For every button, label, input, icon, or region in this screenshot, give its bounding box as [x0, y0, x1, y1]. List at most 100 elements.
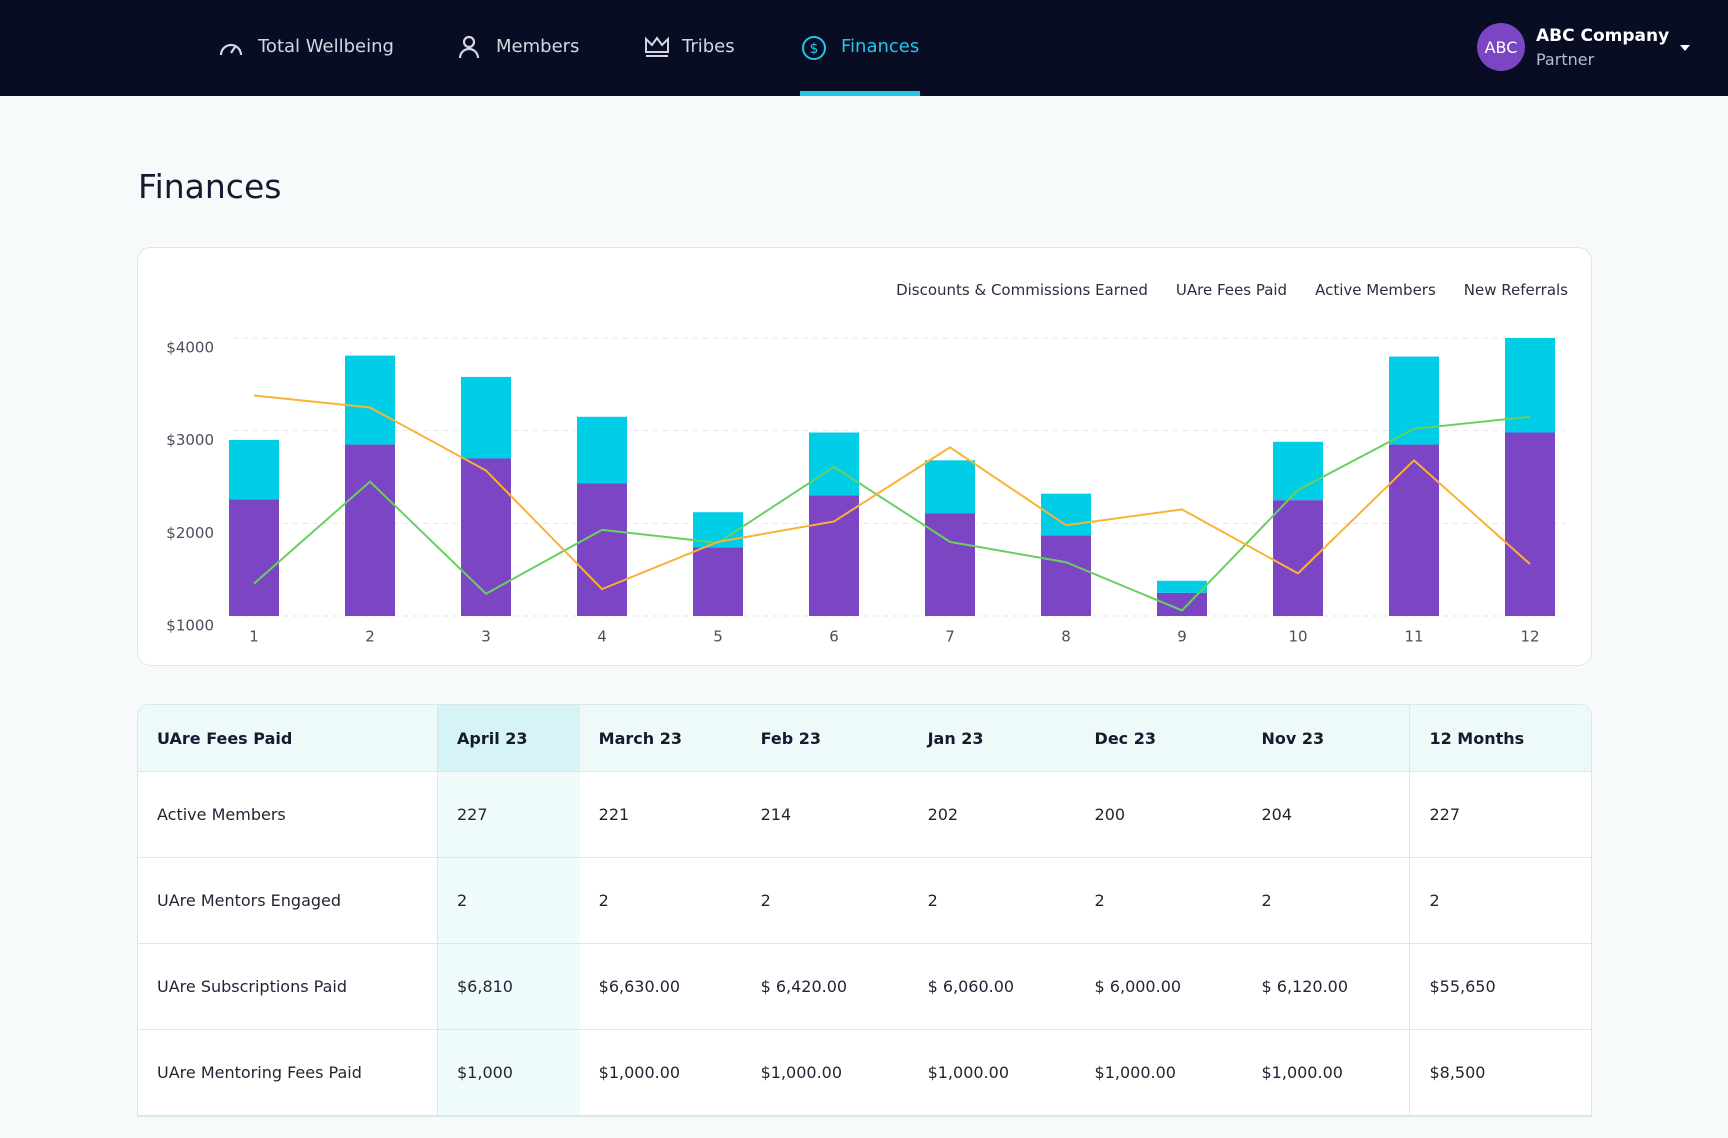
- profile-name: ABC Company: [1536, 26, 1670, 46]
- line-series: [253, 394, 1531, 591]
- table-cell: $ 6,060.00: [908, 944, 1076, 1030]
- bar-segment: [1505, 432, 1555, 616]
- x-tick-label: 2: [365, 628, 375, 646]
- column-header: Nov 23: [1242, 705, 1410, 772]
- nav-item[interactable]: Finances: [841, 36, 920, 57]
- bar-segment: [693, 547, 743, 616]
- table-cell: Active Members: [138, 772, 438, 858]
- legend-label: Active Members: [1315, 281, 1436, 299]
- finance-table: UAre Fees Paid April 23 March 23 Feb 23 Jan …: [137, 704, 1592, 1117]
- x-tick-label: 7: [945, 628, 955, 646]
- legend: Discounts & Commissions Earned UAre Fees …: [896, 281, 1568, 299]
- table-cell: $8,500: [1409, 1030, 1591, 1116]
- bar-segment: [577, 483, 627, 616]
- chart-card: $1000 $2000 $3000 $4000 1 2 3 4 5 6 7 8 9 10 11 12 Disc…: [137, 247, 1592, 666]
- icon-user: [458, 35, 480, 59]
- column-header: March 23: [579, 705, 742, 772]
- svg-text:$: $: [810, 41, 819, 57]
- bar-segment: [345, 444, 395, 616]
- table-cell: 2: [579, 858, 742, 944]
- table-cell: $1,000.00: [908, 1030, 1076, 1116]
- table-cell: 2: [438, 858, 580, 944]
- table-cell: UAre Mentors Engaged: [138, 858, 438, 944]
- bar-segment: [809, 432, 859, 496]
- bar-segment: [229, 439, 279, 500]
- table-cell: $1,000.00: [1075, 1030, 1243, 1116]
- y-tick-label: $2000: [166, 524, 214, 542]
- bar-segment: [577, 416, 627, 484]
- active-indicator: [800, 91, 920, 96]
- nav-item[interactable]: Members: [496, 36, 580, 57]
- bar-segment: [809, 495, 859, 616]
- bar-segment: [1041, 535, 1091, 616]
- table-cell: 227: [1409, 772, 1591, 858]
- bar-segment: [1389, 356, 1439, 445]
- x-tick-label: 3: [481, 628, 491, 646]
- bar-segment: [925, 460, 975, 514]
- column-header: Feb 23: [741, 705, 909, 772]
- legend-item: Discounts & Commissions Earned: [896, 281, 1148, 299]
- table-cell: 214: [741, 772, 909, 858]
- table-cell: 2: [1409, 858, 1591, 944]
- bar-segment: [461, 376, 511, 459]
- legend-label: Discounts & Commissions Earned: [896, 281, 1148, 299]
- column-header: UAre Fees Paid: [138, 705, 438, 772]
- x-tick-label: 5: [713, 628, 723, 646]
- dropdown-caret[interactable]: [1679, 44, 1691, 52]
- nav-item[interactable]: Tribes: [682, 36, 735, 57]
- table-cell: UAre Subscriptions Paid: [138, 944, 438, 1030]
- column-header: Dec 23: [1075, 705, 1243, 772]
- table-cell: $1,000.00: [1242, 1030, 1410, 1116]
- bar-segment: [345, 355, 395, 445]
- column-header: 12 Months: [1409, 705, 1591, 772]
- x-tick-label: 1: [249, 628, 259, 646]
- table-cell: $1,000.00: [579, 1030, 742, 1116]
- table-cell: 204: [1242, 772, 1410, 858]
- table-cell: $ 6,120.00: [1242, 944, 1410, 1030]
- table-cell: $1,000: [438, 1030, 580, 1116]
- icon-gauge: [219, 43, 243, 56]
- table-cell: 227: [438, 772, 580, 858]
- x-tick-label: 6: [829, 628, 839, 646]
- table-row: UAre Mentors Engaged 2 2 2 2 2 2 2: [138, 858, 1591, 944]
- table-cell: 2: [1075, 858, 1243, 944]
- icon-dollar: $: [802, 36, 826, 60]
- table-cell: 2: [908, 858, 1076, 944]
- table-cell: 2: [741, 858, 909, 944]
- bar-segment: [461, 458, 511, 616]
- nav-bar: Total Wellbeing Members Tribes $ Finance…: [0, 0, 1728, 96]
- y-tick-label: $4000: [166, 339, 214, 357]
- avatar[interactable]: ABC: [1477, 23, 1525, 71]
- header-row: UAre Fees Paid April 23 March 23 Feb 23 Jan …: [138, 705, 1591, 772]
- table-cell: $6,810: [438, 944, 580, 1030]
- table-cell: $ 6,420.00: [741, 944, 909, 1030]
- legend-label: UAre Fees Paid: [1175, 281, 1288, 299]
- table-cell: $55,650: [1409, 944, 1591, 1030]
- profile-role: Partner: [1536, 50, 1595, 69]
- table-row: UAre Mentoring Fees Paid $1,000 $1,000.00 $…: [138, 1030, 1591, 1116]
- bar-segment: [1157, 592, 1207, 616]
- x-tick-label: 9: [1177, 628, 1187, 646]
- legend-label: New Referrals: [1463, 281, 1568, 299]
- nav-item[interactable]: Total Wellbeing: [258, 36, 394, 57]
- column-header: Jan 23: [908, 705, 1076, 772]
- bar-segment: [229, 499, 279, 616]
- legend-item: UAre Fees Paid: [1176, 281, 1287, 299]
- table-cell: $6,630.00: [579, 944, 742, 1030]
- legend-item: New Referrals: [1464, 281, 1568, 299]
- table-cell: 2: [1242, 858, 1410, 944]
- table-cell: 200: [1075, 772, 1243, 858]
- x-tick-label: 12: [1520, 628, 1539, 646]
- x-tick-label: 8: [1061, 628, 1071, 646]
- table-cell: 202: [908, 772, 1076, 858]
- column-header: April 23: [438, 705, 580, 772]
- bar-segment: [925, 513, 975, 616]
- table-row: Active Members 227 221 214 202 200 204 227: [138, 772, 1591, 858]
- y-tick-label: $1000: [166, 617, 214, 635]
- bar-segment: [1389, 444, 1439, 616]
- page-title: Finances: [138, 167, 282, 206]
- line-series: [253, 415, 1531, 612]
- icon-crown: [645, 36, 669, 57]
